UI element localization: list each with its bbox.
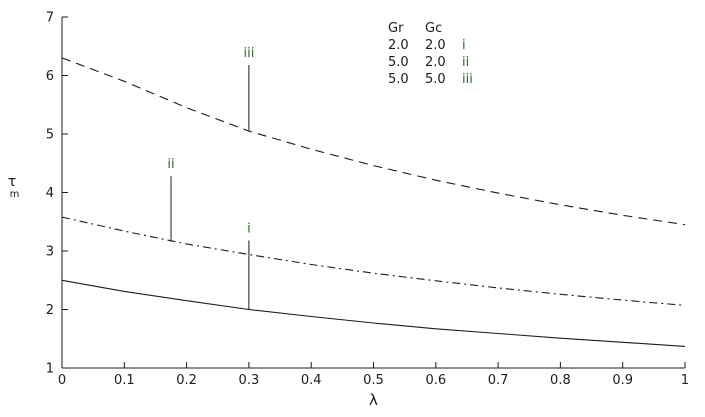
- y-axis-label-subscript: m: [9, 189, 20, 200]
- svg-text:0.5: 0.5: [363, 373, 384, 388]
- svg-text:0.1: 0.1: [114, 373, 135, 388]
- svg-text:1: 1: [681, 373, 689, 388]
- svg-text:0.2: 0.2: [176, 373, 197, 388]
- svg-text:0.9: 0.9: [612, 373, 633, 388]
- svg-text:0.4: 0.4: [301, 373, 322, 388]
- legend-gc-value: 5.0: [425, 72, 446, 87]
- y-axis-ticks: 1 2 3 4 5 6 7: [46, 11, 68, 377]
- legend-row: 5.0 5.0 iii: [388, 71, 490, 88]
- svg-text:6: 6: [46, 69, 54, 84]
- svg-text:4: 4: [46, 186, 54, 201]
- legend-gr-value: 5.0: [388, 55, 409, 70]
- svg-text:1: 1: [46, 362, 54, 377]
- annotation-i: i: [247, 221, 251, 310]
- x-axis-label: λ: [369, 391, 378, 409]
- annotation-iii: iii: [243, 46, 254, 132]
- svg-text:i: i: [247, 221, 251, 236]
- legend-header: Gr Gc: [388, 20, 490, 37]
- legend-row: 2.0 2.0 i: [388, 37, 490, 54]
- legend-gc-value: 2.0: [425, 38, 446, 53]
- legend-header-gc: Gc: [425, 21, 443, 36]
- series-ii: [61, 216, 686, 306]
- svg-text:0.7: 0.7: [488, 373, 509, 388]
- legend-series-tag: iii: [462, 72, 473, 87]
- svg-text:iii: iii: [243, 46, 254, 61]
- series-i: [61, 279, 686, 347]
- legend-gr-value: 2.0: [388, 38, 409, 53]
- svg-text:0: 0: [58, 373, 66, 388]
- svg-text:2: 2: [46, 303, 54, 318]
- svg-text:0.8: 0.8: [550, 373, 571, 388]
- legend: Gr Gc 2.0 2.0 i 5.0 2.0 ii 5.0 5.0 iii: [388, 20, 490, 88]
- legend-series-tag: ii: [462, 55, 470, 70]
- svg-text:5: 5: [46, 128, 54, 143]
- legend-series-tag: i: [462, 38, 466, 53]
- y-axis-label: τ m: [3, 174, 21, 200]
- y-axis-label-base: τ: [7, 174, 17, 190]
- axes: [61, 17, 685, 369]
- annotation-ii: ii: [167, 157, 175, 242]
- svg-text:0.6: 0.6: [425, 373, 446, 388]
- legend-row: 5.0 2.0 ii: [388, 54, 490, 71]
- svg-text:7: 7: [46, 11, 54, 26]
- series-iii: [61, 57, 686, 226]
- legend-gc-value: 2.0: [425, 55, 446, 70]
- x-axis-ticks: 0 0.1 0.2 0.3 0.4 0.5 0.6 0.7 0.8 0.9 1: [58, 362, 689, 388]
- svg-text:0.3: 0.3: [239, 373, 260, 388]
- legend-header-gr: Gr: [388, 21, 404, 36]
- svg-text:ii: ii: [167, 157, 174, 172]
- svg-text:3: 3: [46, 245, 54, 260]
- legend-gr-value: 5.0: [388, 72, 409, 87]
